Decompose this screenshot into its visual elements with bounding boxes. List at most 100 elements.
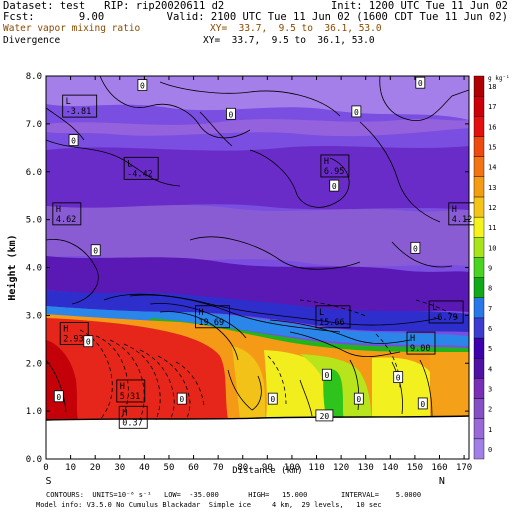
extremum-type: H — [324, 157, 329, 167]
contour-zero-label: 0 — [329, 179, 340, 192]
contour-line — [159, 81, 341, 117]
colorbar-label: 0 — [488, 446, 492, 454]
contour-zero-label: 0 — [393, 371, 404, 384]
moisture-band-violet — [46, 146, 469, 210]
extremum-type: H — [120, 382, 125, 392]
contour-line — [99, 76, 251, 139]
contour-zero-label: 0 — [351, 105, 362, 118]
plot-area — [46, 76, 469, 459]
contour-line-dashed — [415, 299, 461, 321]
x-tick-label: 140 — [382, 463, 398, 473]
x-tick-label: 100 — [284, 463, 300, 473]
x-tick-label: 10 — [65, 463, 76, 473]
y-tick-label: 3.0 — [26, 311, 42, 321]
extremum-type: H — [56, 205, 61, 215]
svg-text:0: 0 — [179, 395, 184, 404]
contour-zero-label: 0 — [417, 397, 428, 410]
colorbar-label: 17 — [488, 103, 496, 111]
contour-line-dashed — [123, 343, 161, 421]
extremum-label: H2.93 — [59, 322, 89, 345]
extremum-value: 19.69 — [198, 318, 224, 328]
extremum-type: L — [432, 303, 437, 313]
contour-line — [359, 121, 441, 223]
colorbar-swatch — [473, 257, 485, 278]
contour-zero-label: 0 — [410, 241, 421, 254]
x-tick-label: 50 — [164, 463, 175, 473]
colorbar-swatch — [473, 378, 485, 399]
colorbar-swatch — [473, 216, 485, 238]
footer-contours: CONTOURS: UNITS=10⁻⁶ s⁻¹ LOW= -35.000 HI… — [46, 491, 422, 499]
svg-text:0: 0 — [324, 371, 329, 380]
colorbar-label: 12 — [488, 204, 496, 212]
y-tick-label: 4.0 — [26, 264, 42, 274]
header-forecast: Fcst: 9.00 — [3, 11, 105, 23]
extremum-label: H19.69 — [195, 305, 230, 329]
extremum-box — [123, 156, 159, 180]
contour-zero-label: 0 — [267, 392, 278, 405]
footer-model-info: Model info: V3.5.0 No Cumulus Blackadar … — [36, 501, 382, 509]
moisture-band-yellow-a — [232, 346, 266, 420]
x-tick-label: 130 — [358, 463, 374, 473]
contour-line — [46, 107, 85, 141]
x-tick-label: 170 — [456, 463, 472, 473]
colorbar-label: 1 — [488, 426, 492, 434]
extremum-label: L-4.42 — [123, 156, 159, 180]
x-end-right: N — [439, 476, 445, 487]
field1-xy: XY= 33.7, 9.5 to 36.1, 53.0 — [210, 23, 382, 34]
x-tick-label: 0 — [43, 463, 48, 473]
extremum-box — [59, 322, 89, 345]
contour-line — [199, 111, 233, 147]
header-valid-time: Valid: 2100 UTC Tue 11 Jun 02 (1600 CDT … — [166, 11, 508, 23]
extremum-value: 0.37 — [122, 418, 142, 428]
extremum-label: L-6.79 — [428, 300, 464, 324]
colorbar-swatch — [473, 196, 485, 218]
contour-line — [103, 293, 441, 326]
colorbar-label: 8 — [488, 285, 492, 293]
contour-line — [269, 319, 411, 344]
contour-line — [159, 311, 239, 361]
colorbar-swatch — [473, 176, 485, 198]
x-tick-label: 150 — [407, 463, 423, 473]
extremum-box — [118, 405, 148, 429]
extremum-label: H9.00 — [406, 331, 436, 355]
extremum-value: 4.12 — [452, 215, 472, 225]
x-tick-label: 80 — [237, 463, 248, 473]
extremum-box — [320, 154, 350, 178]
svg-text:0: 0 — [332, 182, 337, 191]
extremum-value: -4.42 — [127, 169, 153, 179]
y-tick-label: 7.0 — [26, 120, 42, 130]
contour-zero-label: 0 — [90, 244, 101, 257]
colorbar-label: 18 — [488, 83, 496, 91]
contour-line — [391, 361, 403, 415]
extremum-label: H5.31 — [116, 379, 146, 403]
svg-text:0: 0 — [396, 374, 401, 383]
colorbar-label: 13 — [488, 184, 496, 192]
colorbar-swatch — [473, 438, 485, 460]
x-tick-label: 110 — [308, 463, 324, 473]
colorbar-label: 16 — [488, 123, 496, 131]
contour-line — [349, 359, 360, 411]
colorbar-swatch — [473, 75, 485, 97]
colorbar-label: 14 — [488, 164, 496, 172]
extremum-value: 4.62 — [56, 215, 76, 225]
colorbar-swatch — [473, 418, 485, 440]
moisture-band-mid — [46, 205, 469, 267]
extremum-type: L — [319, 308, 324, 318]
extremum-value: -3.81 — [66, 107, 92, 117]
contour-zero-label: 0 — [353, 392, 364, 405]
extremum-box — [116, 379, 146, 403]
y-axis-label: Height (km) — [6, 234, 18, 300]
extremum-type: L — [127, 159, 132, 169]
colorbar-swatch — [473, 297, 485, 319]
divergence-contours — [46, 76, 469, 417]
colorbar-swatch — [473, 277, 485, 298]
extremum-type: H — [410, 334, 415, 344]
contour-line-dashed — [109, 339, 145, 421]
moisture-band-lower — [46, 256, 469, 313]
colorbar-swatch — [473, 116, 485, 137]
moisture-band-cyan — [46, 306, 469, 346]
colorbar-label: 9 — [488, 265, 492, 273]
contour-line — [46, 139, 181, 187]
colorbar-label: 6 — [488, 325, 492, 333]
